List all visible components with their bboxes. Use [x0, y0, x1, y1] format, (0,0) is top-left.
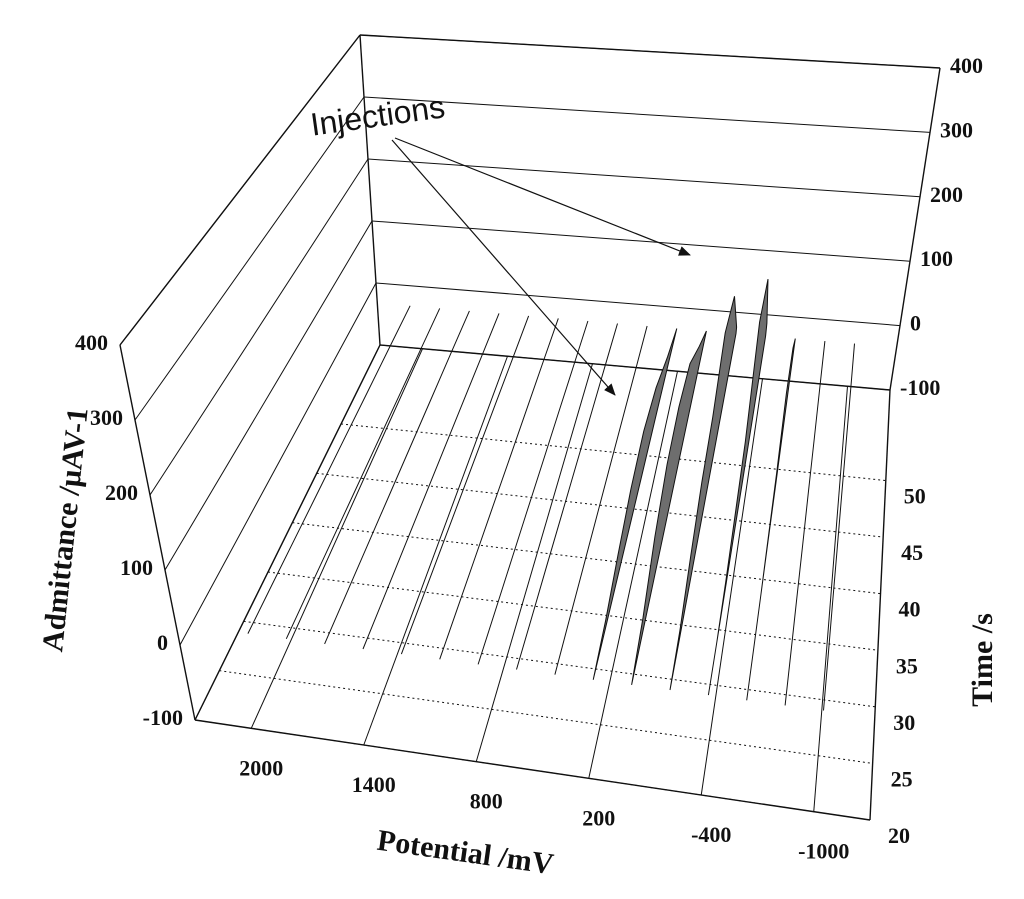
z-tick-label: 400	[75, 330, 108, 355]
y-tick-label: 40	[899, 597, 921, 622]
surface-strip	[554, 325, 648, 675]
grid-line	[179, 282, 377, 646]
z-tick-label: -100	[143, 705, 183, 730]
grid-line	[359, 34, 941, 69]
y-tick-label: 50	[904, 484, 926, 509]
arrow	[391, 139, 616, 396]
surface-strip	[631, 330, 707, 686]
x-axis-label: Potential /mV	[375, 824, 556, 881]
grid-line	[367, 158, 921, 198]
grid-line	[194, 344, 381, 721]
y-tick-label: 45	[901, 540, 923, 565]
grid-line	[375, 282, 901, 327]
grid-line	[149, 158, 369, 496]
grid-line	[371, 220, 911, 262]
x-tick-label: 2000	[239, 755, 283, 780]
grid-line	[700, 378, 763, 796]
surface-strip	[439, 318, 559, 660]
grid-line	[243, 620, 876, 708]
surface-strip	[400, 315, 530, 655]
z-axis-label: Admittance /μAV-1	[36, 406, 94, 653]
axis-edge	[119, 344, 196, 721]
z-tick-label: 100	[920, 246, 953, 271]
surface-strip	[477, 320, 589, 665]
x-tick-label: 200	[582, 805, 615, 830]
axis-edge	[359, 34, 381, 346]
y-tick-label: 25	[891, 766, 913, 791]
grid-line	[379, 344, 891, 391]
z-tick-label: 400	[950, 53, 983, 78]
surface-strip	[362, 313, 500, 650]
grid-line	[292, 522, 881, 595]
grid-line	[588, 371, 678, 779]
surface-strip	[669, 296, 738, 691]
surface-strip	[592, 328, 678, 680]
labels: 20001400800200-400-100020253035404550-10…	[75, 53, 983, 864]
x-tick-label: -400	[691, 822, 731, 847]
grid-line	[194, 719, 871, 821]
z-tick-label: -100	[900, 375, 940, 400]
z-tick-label: 300	[940, 117, 973, 142]
y-axis-label: Time /s	[966, 613, 999, 707]
y-tick-label: 20	[888, 823, 910, 848]
grid-line	[341, 423, 886, 482]
grid-line	[475, 363, 593, 762]
surface-strip	[746, 338, 796, 701]
grid-line	[813, 386, 848, 812]
surface	[247, 279, 855, 711]
annotation: Injections	[308, 88, 447, 142]
axes-box	[119, 34, 941, 821]
grid-line	[134, 96, 365, 421]
surface-strip	[285, 308, 441, 640]
grid-line	[164, 220, 373, 571]
x-tick-label: -1000	[798, 839, 849, 864]
x-tick-label: 1400	[352, 772, 396, 797]
surface-strip	[823, 343, 855, 711]
axis-edge	[869, 389, 891, 821]
surface-strip	[324, 310, 470, 645]
grid-line	[363, 356, 508, 746]
y-tick-label: 30	[893, 710, 915, 735]
x-tick-label: 800	[470, 789, 503, 814]
z-tick-label: 300	[90, 405, 123, 430]
z-tick-label: 200	[930, 182, 963, 207]
grid-line	[250, 348, 423, 729]
z-tick-label: 0	[910, 311, 921, 336]
grid-line	[219, 670, 873, 764]
arrow	[394, 137, 691, 256]
surface-strip	[247, 305, 411, 634]
grid-line	[267, 571, 878, 651]
axis-edge	[889, 67, 941, 391]
surface-strip	[784, 341, 826, 706]
z-tick-label: 0	[157, 630, 168, 655]
surface-strip	[707, 279, 769, 696]
grid-line	[119, 34, 361, 346]
surface-strip	[516, 323, 618, 670]
y-tick-label: 35	[896, 653, 918, 678]
z-tick-label: 200	[105, 480, 138, 505]
z-tick-label: 100	[120, 555, 153, 580]
grid-line	[363, 96, 931, 133]
